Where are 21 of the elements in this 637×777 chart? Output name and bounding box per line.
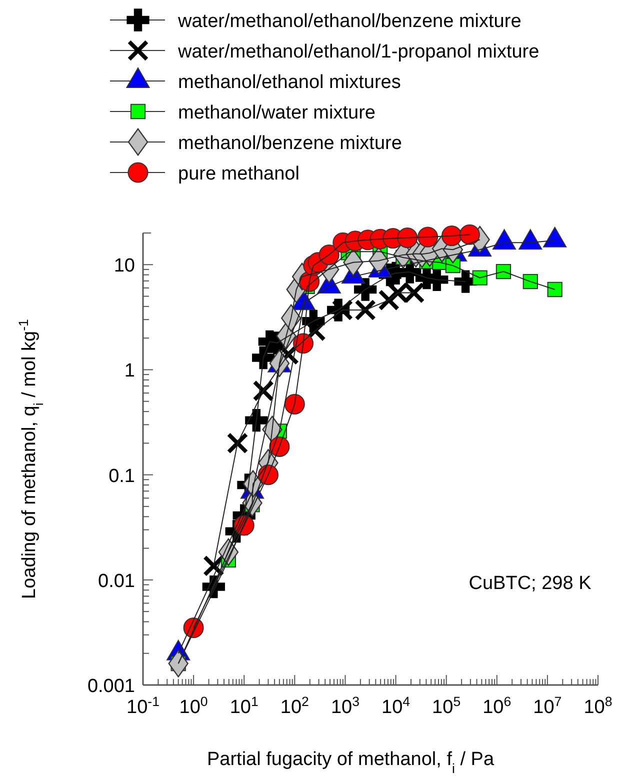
x-tick-label: 10$^{8}$ [584,694,612,718]
y-tick-label: 1 [124,360,135,382]
legend-label: pure methanol [178,164,300,184]
legend-label: methanol/benzene mixture [178,133,402,154]
legend-label: water/methanol/ethanol/benzene mixture [177,11,522,32]
x-axis-title: Partial fugacity of methanol, f$_{i}$ / Pa [206,749,494,776]
x-tick-label: 10$^{1}$ [230,694,258,718]
x-tick-label: 10$^{5}$ [432,694,461,718]
annotation: CuBTC; 298 K [468,573,592,594]
legend-label: methanol/ethanol mixtures [178,72,401,93]
y-tick-label: 0.1 [108,466,135,487]
x-tick-label: 10$^{7}$ [533,694,562,718]
legend-label: methanol/water mixture [178,102,376,124]
x-tick-label: 10$^{2}$ [280,694,309,718]
legend-label: water/methanol/ethanol/1-propanol mixture [177,42,540,62]
y-tick-label: 0.01 [98,570,135,592]
x-tick-label: 10$^{6}$ [482,694,512,718]
x-tick-label: 10$^{4}$ [382,694,410,718]
x-tick-label: 10$^{3}$ [330,694,360,718]
y-tick-label: 10 [114,256,135,277]
x-tick-label: 10$^{0}$ [179,694,208,718]
